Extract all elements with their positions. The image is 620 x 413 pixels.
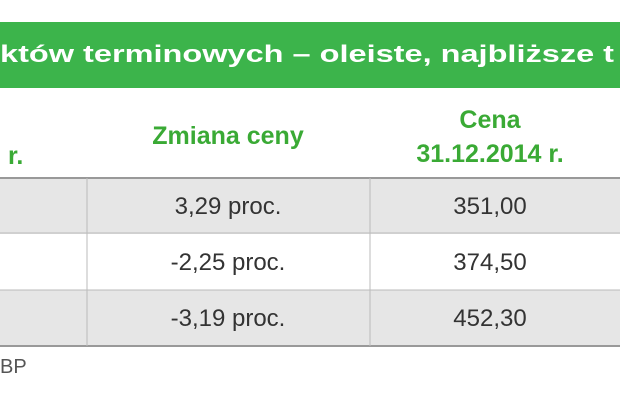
header-cell: Zmiana ceny xyxy=(152,122,304,150)
table-cell: 452,30 xyxy=(453,305,526,332)
header-cell: 31.12.2014 r. xyxy=(416,140,563,168)
row-bg xyxy=(0,290,620,346)
table-cell: -2,25 proc. xyxy=(171,249,286,276)
table-cell: 374,50 xyxy=(453,249,526,276)
table-cell: 351,00 xyxy=(453,193,526,220)
row-bg xyxy=(0,178,620,234)
table-cell: 3,29 proc. xyxy=(175,193,282,220)
table-cell: -3,19 proc. xyxy=(171,305,286,332)
header-cell: r. xyxy=(8,142,23,170)
table-body: 3,29 proc. 351,00 -2,25 proc. 374,50 -3,19 p… xyxy=(171,193,527,332)
title: któw terminowych – oleiste, najbliższe t xyxy=(0,41,614,68)
footer: BP xyxy=(0,356,27,378)
header-cell: Cena xyxy=(459,106,521,134)
title-bar xyxy=(0,22,620,88)
